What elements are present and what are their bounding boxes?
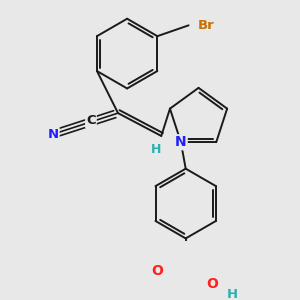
- Text: H: H: [151, 143, 162, 156]
- Text: O: O: [206, 277, 218, 291]
- Text: H: H: [227, 288, 238, 300]
- Text: O: O: [151, 264, 163, 278]
- Text: C: C: [86, 114, 96, 128]
- Text: Br: Br: [198, 19, 214, 32]
- Text: N: N: [47, 128, 58, 141]
- Text: N: N: [175, 135, 187, 149]
